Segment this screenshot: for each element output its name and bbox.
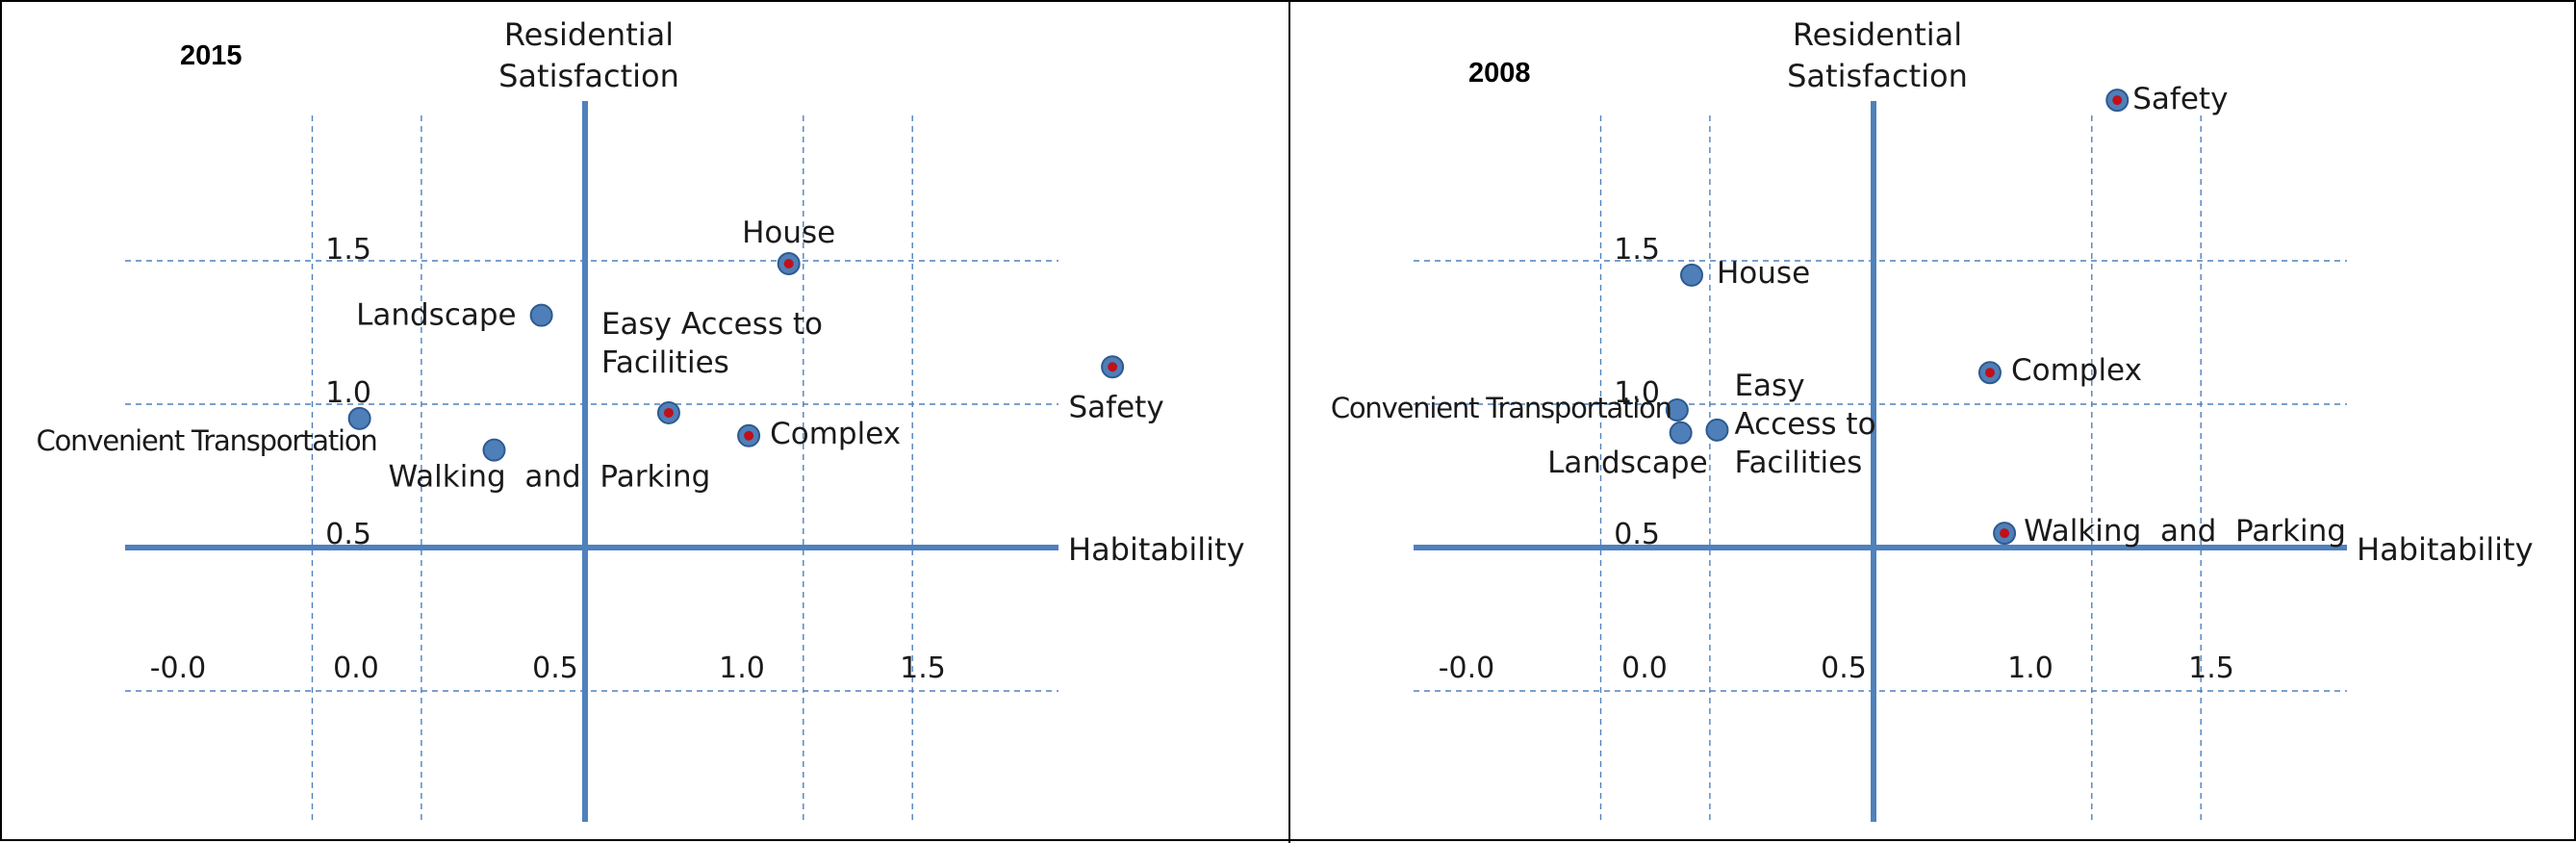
grid-lines [125, 115, 1058, 822]
panel-divider [1288, 2, 1290, 843]
point-safety: Safety [1069, 355, 1164, 424]
chart-title: 2008 [1468, 58, 1531, 89]
point-landscape: Landscape [1547, 421, 1708, 480]
y-tick-label: 1.5 [325, 233, 371, 267]
scatter-point [1705, 418, 1729, 442]
grid-lines [1414, 115, 2347, 822]
y-axis-label: Residential [1793, 16, 1962, 53]
x-tick-label: 1.0 [719, 651, 765, 685]
point-label: Safety [1069, 390, 1164, 424]
scatter-point-core [744, 430, 754, 441]
scatter-point [529, 303, 553, 327]
point-label: Landscape [1547, 446, 1708, 480]
point-landscape: Landscape [356, 298, 553, 333]
y-axis-label: Satisfaction [498, 58, 679, 94]
axis-texts: 2008 Residential Satisfaction Habitability [1468, 16, 2534, 568]
point-label: House [742, 216, 835, 250]
y-axis-label: Residential [504, 16, 674, 53]
point-house: House [742, 216, 835, 275]
x-axis-label: Habitability [2357, 531, 2534, 568]
chart-title: 2015 [180, 40, 242, 71]
x-tick-label: 1.5 [2188, 651, 2234, 685]
scatter-point [347, 406, 371, 430]
chart-2008-svg: -0.0 0.0 0.5 1.0 1.5 0.5 1.0 1.5 Safety House Com… [1331, 16, 2534, 822]
scatter-point [1665, 397, 1689, 422]
y-axis-label: Satisfaction [1787, 58, 1968, 94]
point-walking-and-parking: Walking and Parking [389, 438, 711, 495]
axes [1414, 101, 2347, 822]
point-label: Walking and Parking [2024, 514, 2346, 549]
tick-labels: -0.0 0.0 0.5 1.0 1.5 0.5 1.0 1.5 [150, 233, 946, 685]
point-convenient-transportation: Convenient Transportation [37, 406, 378, 457]
scatter-point [1669, 421, 1693, 445]
point-label: Safety [2132, 82, 2228, 116]
y-tick-label: 1.0 [1614, 376, 1660, 410]
x-tick-label: 0.0 [1621, 651, 1668, 685]
x-tick-label: 0.0 [333, 651, 379, 685]
point-easy-access-to-facilities: Easy Access to Facilities [1705, 369, 1876, 480]
x-tick-label: -0.0 [1439, 651, 1495, 685]
tick-labels: -0.0 0.0 0.5 1.0 1.5 0.5 1.0 1.5 [1439, 233, 2234, 685]
chart-2015-svg: -0.0 0.0 0.5 1.0 1.5 0.5 1.0 1.5 House Landscape… [37, 16, 1245, 822]
y-tick-label: 1.5 [1614, 233, 1660, 267]
point-label: House [1717, 256, 1810, 291]
x-tick-label: -0.0 [150, 651, 207, 685]
scatter-point-core [2112, 95, 2123, 106]
point-walking-and-parking: Walking and Parking [1993, 514, 2346, 549]
chart-panel-2008: -0.0 0.0 0.5 1.0 1.5 0.5 1.0 1.5 Safety House Com… [1290, 2, 2576, 843]
data-points: Safety House Complex Convenient Transportat… [1331, 82, 2346, 549]
point-label: Walking and Parking [389, 460, 711, 495]
point-house: House [1680, 256, 1810, 291]
scatter-point-core [1984, 368, 1995, 378]
x-tick-label: 0.5 [532, 651, 578, 685]
x-tick-label: 0.5 [1821, 651, 1867, 685]
scatter-point-core [663, 407, 674, 418]
point-complex: Complex [737, 417, 901, 451]
point-safety: Safety [2105, 82, 2228, 116]
point-convenient-transportation: Convenient Transportation [1331, 392, 1689, 424]
point-label: Facilities [1734, 446, 1862, 480]
point-label: Convenient Transportation [37, 424, 377, 457]
y-tick-label: 0.5 [1614, 518, 1660, 551]
point-label: Access to [1734, 407, 1875, 442]
point-label: Complex [770, 417, 901, 451]
axis-texts: 2015 Residential Satisfaction Habitability [180, 16, 1245, 568]
scatter-point-core [1108, 362, 1118, 372]
x-tick-label: 1.0 [2007, 651, 2053, 685]
point-label: Landscape [356, 298, 517, 333]
chart-panel-2015: -0.0 0.0 0.5 1.0 1.5 0.5 1.0 1.5 House Landscape… [2, 2, 1288, 843]
scatter-point-core [783, 258, 794, 268]
point-label: Easy [1734, 369, 1804, 403]
y-tick-label: 1.0 [325, 376, 371, 410]
scatter-point [1680, 263, 1703, 287]
axes [125, 101, 1058, 822]
point-label: Facilities [601, 345, 729, 380]
point-complex: Complex [1977, 353, 2142, 388]
scatter-point-core [2000, 528, 2010, 539]
y-tick-label: 0.5 [325, 518, 371, 551]
scatter-point [482, 438, 506, 462]
point-label: Complex [2011, 353, 2142, 388]
x-axis-label: Habitability [1068, 531, 1245, 568]
point-label: Convenient Transportation [1331, 392, 1671, 424]
x-tick-label: 1.5 [900, 651, 946, 685]
point-label: Easy Access to [601, 307, 823, 342]
